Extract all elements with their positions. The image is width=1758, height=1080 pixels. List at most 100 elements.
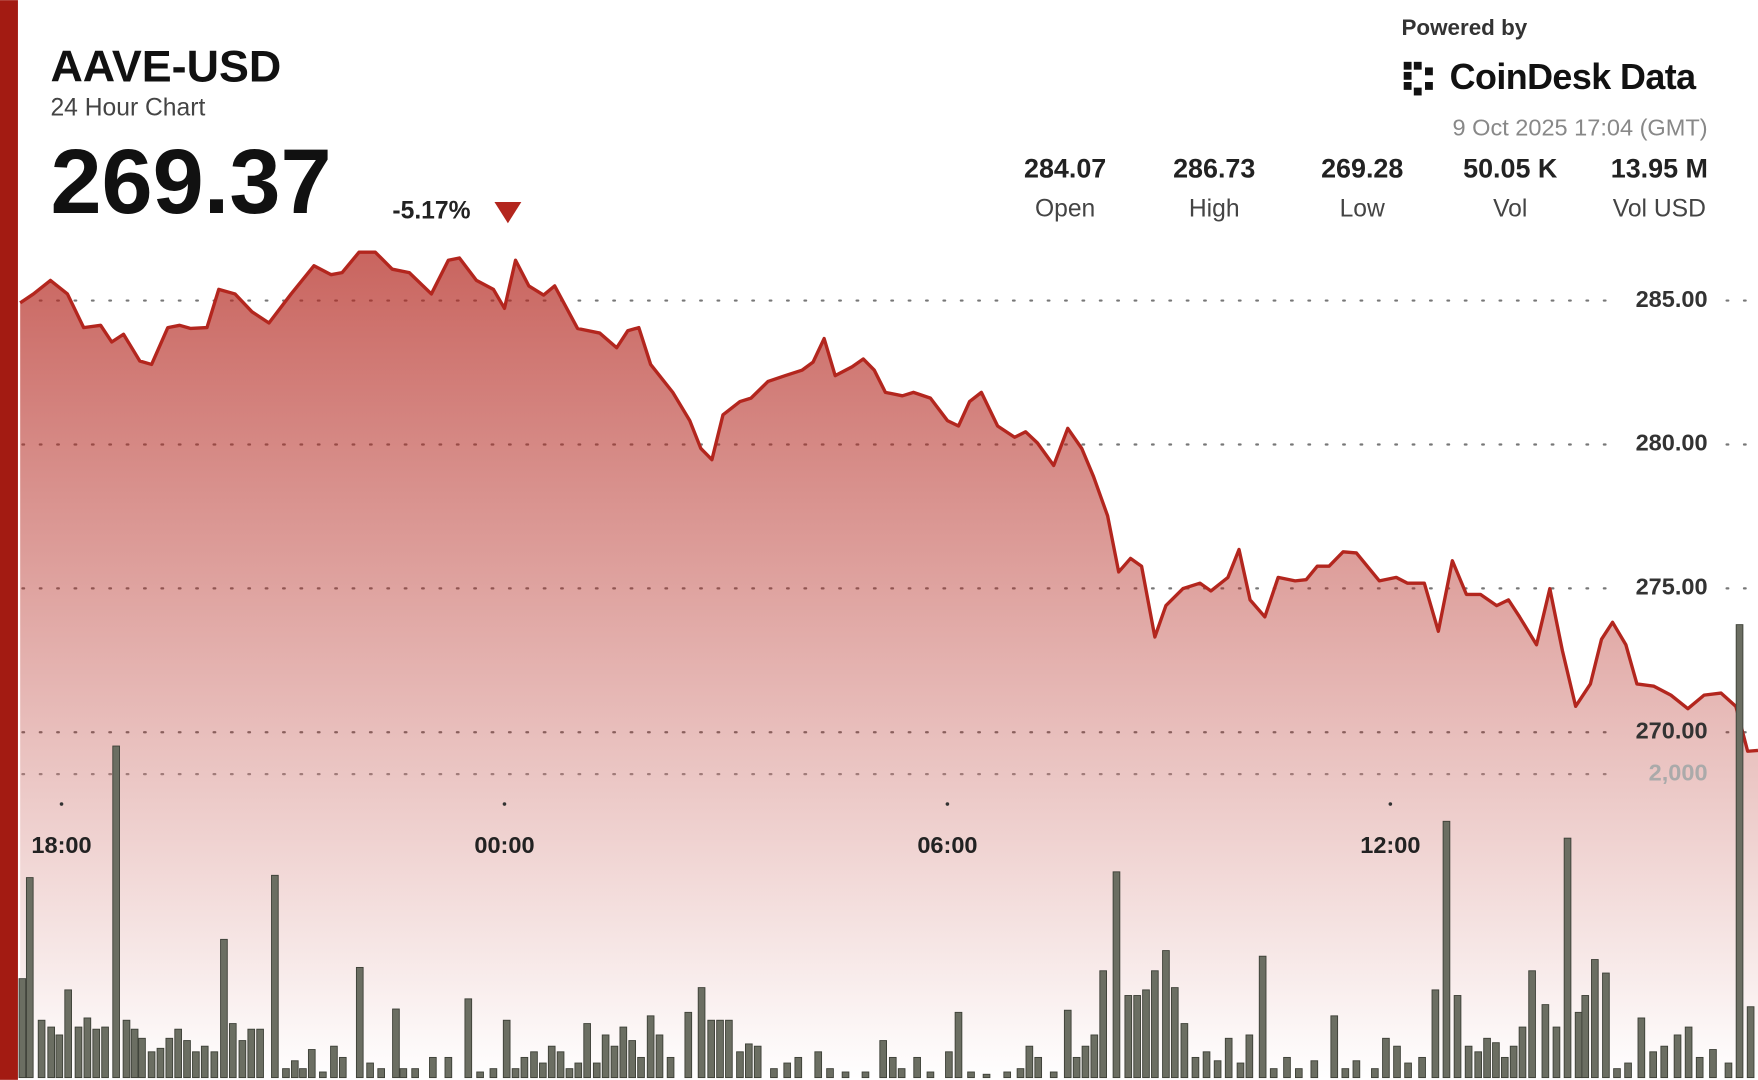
- stat-value: 286.73: [1173, 154, 1255, 184]
- volume-bar: [1371, 1068, 1379, 1079]
- volume-bar: [1552, 1026, 1561, 1079]
- volume-bar: [1049, 1071, 1058, 1079]
- volume-bar: [1180, 1023, 1189, 1079]
- powered-by: Powered by: [1401, 15, 1527, 40]
- stat-label: Open: [1035, 195, 1095, 222]
- volume-bar: [83, 1017, 92, 1079]
- volume-bar: [1081, 1045, 1090, 1079]
- volume-bar: [1016, 1068, 1025, 1079]
- volume-bar: [814, 1051, 823, 1079]
- volume-bar: [228, 1023, 237, 1079]
- volume-bar: [725, 1019, 733, 1079]
- volume-bar: [841, 1071, 850, 1079]
- volume-bar: [37, 1019, 46, 1079]
- volume-bar: [1649, 1051, 1657, 1079]
- y-tick-label: 270.00: [1636, 717, 1708, 743]
- volume-bar: [1310, 1060, 1319, 1079]
- volume-bar: [520, 1056, 529, 1079]
- volume-bar: [74, 1026, 83, 1079]
- volume-bar: [307, 1049, 316, 1079]
- volume-bar: [1474, 1051, 1483, 1079]
- volume-bar: [290, 1060, 299, 1079]
- stat-value: 284.07: [1024, 154, 1106, 184]
- volume-bar: [1709, 1049, 1717, 1079]
- volume-bar: [1393, 1045, 1401, 1079]
- volume-bar: [1442, 820, 1451, 1079]
- volume-bar: [366, 1062, 374, 1079]
- volume-bar: [1162, 950, 1170, 1079]
- price: 269.37: [50, 131, 331, 233]
- volume-bar: [1660, 1045, 1669, 1079]
- volume-bar: [583, 1023, 591, 1079]
- volume-bar: [122, 1019, 131, 1079]
- volume-bar: [530, 1051, 538, 1079]
- volume-bar: [502, 1019, 511, 1079]
- volume-bar: [1063, 1009, 1072, 1079]
- volume-bar: [1724, 1062, 1733, 1079]
- volume-bar: [1464, 1045, 1473, 1079]
- volume-bar: [1245, 1034, 1254, 1079]
- volume-bar: [592, 1062, 601, 1079]
- volume-bar: [1500, 1056, 1509, 1079]
- volume-bar: [165, 1037, 174, 1079]
- volume-bar: [666, 1056, 675, 1079]
- volume-bar: [646, 1015, 655, 1079]
- x-tick-mark: [945, 802, 950, 806]
- volume-bar: [539, 1062, 547, 1079]
- volume-bar: [879, 1040, 887, 1079]
- volume-bar: [753, 1045, 762, 1079]
- volume-bar: [183, 1040, 191, 1079]
- volume-bar: [684, 1011, 693, 1079]
- subtitle: 24 Hour Chart: [50, 94, 205, 121]
- volume-bar: [1637, 1017, 1646, 1079]
- stats: 284.07 Open 286.73 High 269.28 Low 50.05 K Vol 1…: [1024, 154, 1708, 223]
- volume-bar: [489, 1068, 498, 1079]
- x-tick-label: 18:00: [31, 832, 91, 858]
- timestamp: 9 Oct 2025 17:04 (GMT): [1453, 114, 1708, 140]
- volume-bar: [174, 1028, 182, 1079]
- volume-bar: [112, 745, 120, 1079]
- volume-bar: [1574, 1011, 1583, 1079]
- volume-bar: [783, 1062, 792, 1079]
- volume-bar: [1581, 995, 1590, 1079]
- volume-bar: [377, 1068, 385, 1079]
- volume-bar: [794, 1056, 803, 1079]
- volume-bar: [1133, 995, 1141, 1079]
- volume-bar: [1492, 1042, 1500, 1079]
- volume-bar: [1236, 1062, 1245, 1079]
- volume-bar: [1453, 995, 1462, 1079]
- volume-bar: [1090, 1034, 1099, 1079]
- change: -5.17%: [392, 198, 470, 225]
- volume-bar: [411, 1068, 419, 1079]
- stat-label: Vol: [1493, 195, 1527, 222]
- volume-bar: [220, 938, 228, 1079]
- brand-logo: [1403, 61, 1433, 96]
- volume-bar: [92, 1028, 101, 1079]
- plot: 270.00 275.00 280.00 285.00 2,000 18:00 00:00 0…: [18, 250, 1758, 1079]
- volume-bar: [1352, 1060, 1361, 1079]
- volume-bar: [1151, 970, 1159, 1079]
- stat-value: 13.95 M: [1611, 154, 1708, 184]
- volume-bar: [1418, 1056, 1426, 1079]
- volume-bar: [1735, 624, 1744, 1079]
- volume-bar: [716, 1019, 724, 1079]
- volume-bar: [888, 1056, 897, 1079]
- volume-bar: [897, 1068, 906, 1079]
- volume-bar: [1112, 871, 1121, 1079]
- volume-bar: [861, 1071, 870, 1079]
- x-tick-label: 12:00: [1360, 832, 1420, 858]
- volume-bar: [192, 1051, 200, 1079]
- volume-bar: [826, 1068, 834, 1079]
- volume-bar: [1034, 1056, 1043, 1079]
- volume-bar: [1099, 970, 1107, 1079]
- volume-bar: [1602, 972, 1610, 1079]
- y-tick-label: 280.00: [1636, 430, 1708, 456]
- volume-bar: [610, 1045, 619, 1079]
- volume-bar: [130, 1028, 139, 1079]
- volume-bar: [64, 989, 72, 1079]
- volume-bar: [1518, 1026, 1527, 1079]
- volume-bar: [1509, 1045, 1518, 1079]
- volume-bar: [25, 877, 34, 1079]
- price-area: [20, 252, 1758, 1078]
- volume-bar: [1142, 989, 1150, 1079]
